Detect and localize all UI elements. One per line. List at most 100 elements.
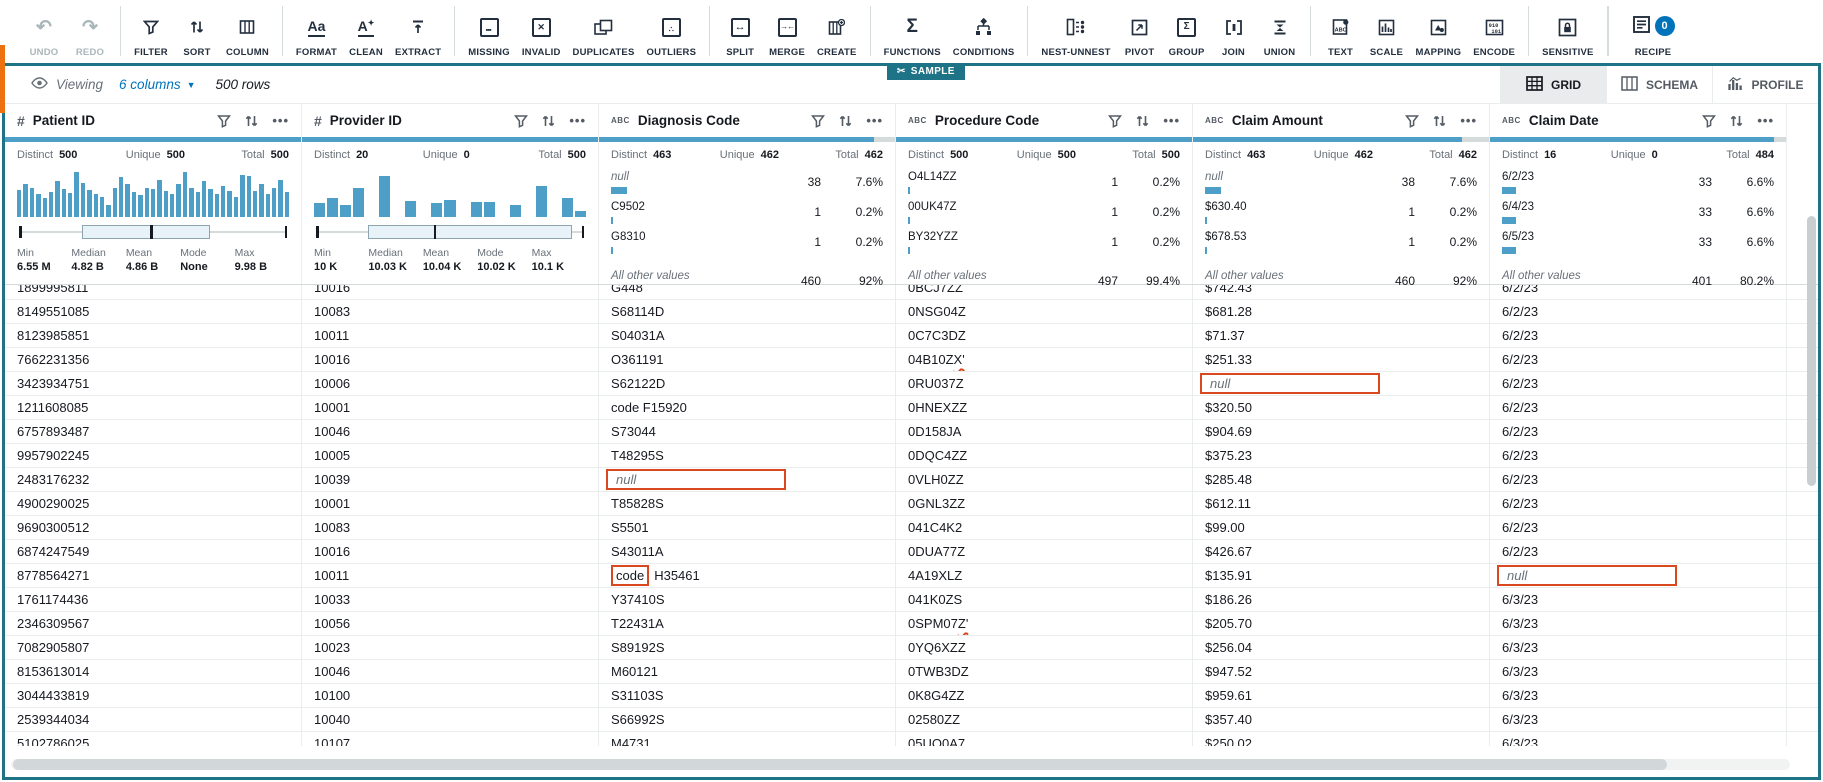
table-cell[interactable]: 8149551085 <box>5 300 302 323</box>
column-menu-button[interactable]: ••• <box>866 113 883 128</box>
table-cell[interactable]: 6/3/23 <box>1490 684 1787 707</box>
toolbar-duplicates-button[interactable]: DUPLICATES <box>568 13 640 59</box>
table-row[interactable]: 2346309567 10056 T22431A 0SPM07 Z' $205.70 6/3… <box>5 612 1818 636</box>
horizontal-scrollbar[interactable] <box>11 759 1790 770</box>
table-cell[interactable]: 0BCJ7ZZ <box>896 285 1193 299</box>
table-cell[interactable]: S5501 <box>599 516 896 539</box>
range-slider-min-handle[interactable] <box>316 226 319 238</box>
sort-column-button[interactable] <box>1432 114 1447 128</box>
table-cell[interactable]: 10083 <box>302 300 599 323</box>
table-cell[interactable]: 10046 <box>302 420 599 443</box>
table-cell[interactable]: $250.02 <box>1193 732 1490 746</box>
toolbar-missing-button[interactable]: ┅ MISSING <box>463 13 515 59</box>
table-cell[interactable]: 10107 <box>302 732 599 746</box>
range-slider-max-handle[interactable] <box>581 226 584 238</box>
toolbar-filter-button[interactable]: FILTER <box>129 13 173 59</box>
top-value-item[interactable]: G8310 1 0.2% <box>611 231 883 254</box>
table-cell[interactable]: $612.11 <box>1193 492 1490 515</box>
toolbar-union-button[interactable]: UNION <box>1258 13 1302 59</box>
sort-column-button[interactable] <box>1729 114 1744 128</box>
top-value-item[interactable]: 6/4/23 33 6.6% <box>1502 201 1774 224</box>
table-cell[interactable]: 2483176232 <box>5 468 302 491</box>
table-row[interactable]: 8778564271 10011 code H35461 4A19XLZ $135.91 n… <box>5 564 1818 588</box>
table-cell[interactable]: 0K8G4ZZ <box>896 684 1193 707</box>
range-selection-box[interactable] <box>368 225 573 239</box>
table-row[interactable]: 9690300512 10083 S5501 041C4K2 $99.00 6/2/23 <box>5 516 1818 540</box>
table-row[interactable]: 1211608085 10001 code F15920 0HNEXZZ $320.50… <box>5 396 1818 420</box>
table-cell[interactable]: 10006 <box>302 372 599 395</box>
table-cell[interactable]: 10011 <box>302 324 599 347</box>
columns-dropdown[interactable]: 6 columns ▼ <box>119 77 195 92</box>
top-value-item[interactable]: null 38 7.6% <box>1205 171 1477 194</box>
table-cell[interactable]: 0DUA77Z <box>896 540 1193 563</box>
table-cell[interactable]: 10056 <box>302 612 599 635</box>
table-cell[interactable]: null <box>1193 372 1490 395</box>
table-row[interactable]: 8123985851 10011 S04031A 0C7C3DZ $71.37 6/2/2… <box>5 324 1818 348</box>
table-cell[interactable]: 6/2/23 <box>1490 444 1787 467</box>
table-cell[interactable]: 10001 <box>302 396 599 419</box>
table-cell[interactable]: T85828S <box>599 492 896 515</box>
table-cell[interactable]: code F15920 <box>599 396 896 419</box>
table-cell[interactable]: 10016 <box>302 348 599 371</box>
table-cell[interactable]: O361191 <box>599 348 896 371</box>
toolbar-scale-button[interactable]: SCALE <box>1365 13 1409 59</box>
filter-column-button[interactable] <box>1108 114 1123 128</box>
table-cell[interactable]: $99.00 <box>1193 516 1490 539</box>
table-row[interactable]: 1899995811 10016 G448 0BCJ7ZZ $742.43 6/2/23 <box>5 285 1818 300</box>
filter-column-button[interactable] <box>514 114 529 128</box>
table-row[interactable]: 3044433819 10100 S31103S 0K8G4ZZ $959.61 6/3/… <box>5 684 1818 708</box>
table-cell[interactable]: 0YQ6XZZ <box>896 636 1193 659</box>
top-value-item[interactable]: $630.40 1 0.2% <box>1205 201 1477 224</box>
toolbar-mapping-button[interactable]: MAPPING <box>1411 13 1467 59</box>
table-cell[interactable]: 10023 <box>302 636 599 659</box>
table-cell[interactable]: 3044433819 <box>5 684 302 707</box>
column-menu-button[interactable]: ••• <box>272 113 289 128</box>
table-cell[interactable]: S89192S <box>599 636 896 659</box>
table-cell[interactable]: $186.26 <box>1193 588 1490 611</box>
column-menu-button[interactable]: ••• <box>1460 113 1477 128</box>
table-cell[interactable]: S62122D <box>599 372 896 395</box>
table-cell[interactable]: 0TWB3DZ <box>896 660 1193 683</box>
top-value-item[interactable]: BY32YZZ 1 0.2% <box>908 231 1180 254</box>
table-cell[interactable]: 041K0ZS <box>896 588 1193 611</box>
table-cell[interactable]: 6/2/23 <box>1490 420 1787 443</box>
table-cell[interactable]: M4731 <box>599 732 896 746</box>
tab-grid[interactable]: GRID <box>1500 66 1606 103</box>
table-cell[interactable]: 1211608085 <box>5 396 302 419</box>
top-value-item[interactable]: C9502 1 0.2% <box>611 201 883 224</box>
range-selection-box[interactable] <box>82 225 211 239</box>
table-cell[interactable]: 6/2/23 <box>1490 372 1787 395</box>
table-cell[interactable]: G448 <box>599 285 896 299</box>
toolbar-extract-button[interactable]: EXTRACT <box>390 13 446 59</box>
table-cell[interactable]: $375.23 <box>1193 444 1490 467</box>
sort-column-button[interactable] <box>1135 114 1150 128</box>
toolbar-nest-unnest-button[interactable]: NEST-UNNEST <box>1036 13 1115 59</box>
table-cell[interactable]: $742.43 <box>1193 285 1490 299</box>
top-value-item[interactable]: $678.53 1 0.2% <box>1205 231 1477 254</box>
top-value-item[interactable]: O4L14ZZ 1 0.2% <box>908 171 1180 194</box>
toolbar-recipe-button[interactable]: 0 RECIPE <box>1627 13 1680 59</box>
table-row[interactable]: 6757893487 10046 S73044 0D158JA $904.69 6/2/2… <box>5 420 1818 444</box>
table-cell[interactable]: 6/2/23 <box>1490 516 1787 539</box>
table-cell[interactable]: 6/3/23 <box>1490 636 1787 659</box>
table-cell[interactable]: 5102786025 <box>5 732 302 746</box>
table-cell[interactable]: 2346309567 <box>5 612 302 635</box>
table-cell[interactable]: $320.50 <box>1193 396 1490 419</box>
toolbar-join-button[interactable]: JOIN <box>1212 13 1256 59</box>
column-menu-button[interactable]: ••• <box>1163 113 1180 128</box>
toolbar-pivot-button[interactable]: PIVOT <box>1118 13 1162 59</box>
table-cell[interactable]: $205.70 <box>1193 612 1490 635</box>
tab-profile[interactable]: PROFILE <box>1712 66 1818 103</box>
table-row[interactable]: 1761174436 10033 Y37410S 041K0ZS $186.26 6/3/… <box>5 588 1818 612</box>
table-cell[interactable]: $681.28 <box>1193 300 1490 323</box>
sort-column-button[interactable] <box>838 114 853 128</box>
table-cell[interactable]: $947.52 <box>1193 660 1490 683</box>
table-cell[interactable]: $959.61 <box>1193 684 1490 707</box>
table-row[interactable]: 3423934751 10006 S62122D 0RU037Z null 6/2/23 <box>5 372 1818 396</box>
toolbar-conditions-button[interactable]: CONDITIONS <box>948 13 1020 59</box>
table-row[interactable]: 7662231356 10016 O361191 04B10Z X' $251.33 6/2… <box>5 348 1818 372</box>
table-cell[interactable]: 8778564271 <box>5 564 302 587</box>
table-row[interactable]: 7082905807 10023 S89192S 0YQ6XZZ $256.04 6/3/… <box>5 636 1818 660</box>
toolbar-functions-button[interactable]: Σ FUNCTIONS <box>879 13 946 59</box>
table-cell[interactable]: 10039 <box>302 468 599 491</box>
